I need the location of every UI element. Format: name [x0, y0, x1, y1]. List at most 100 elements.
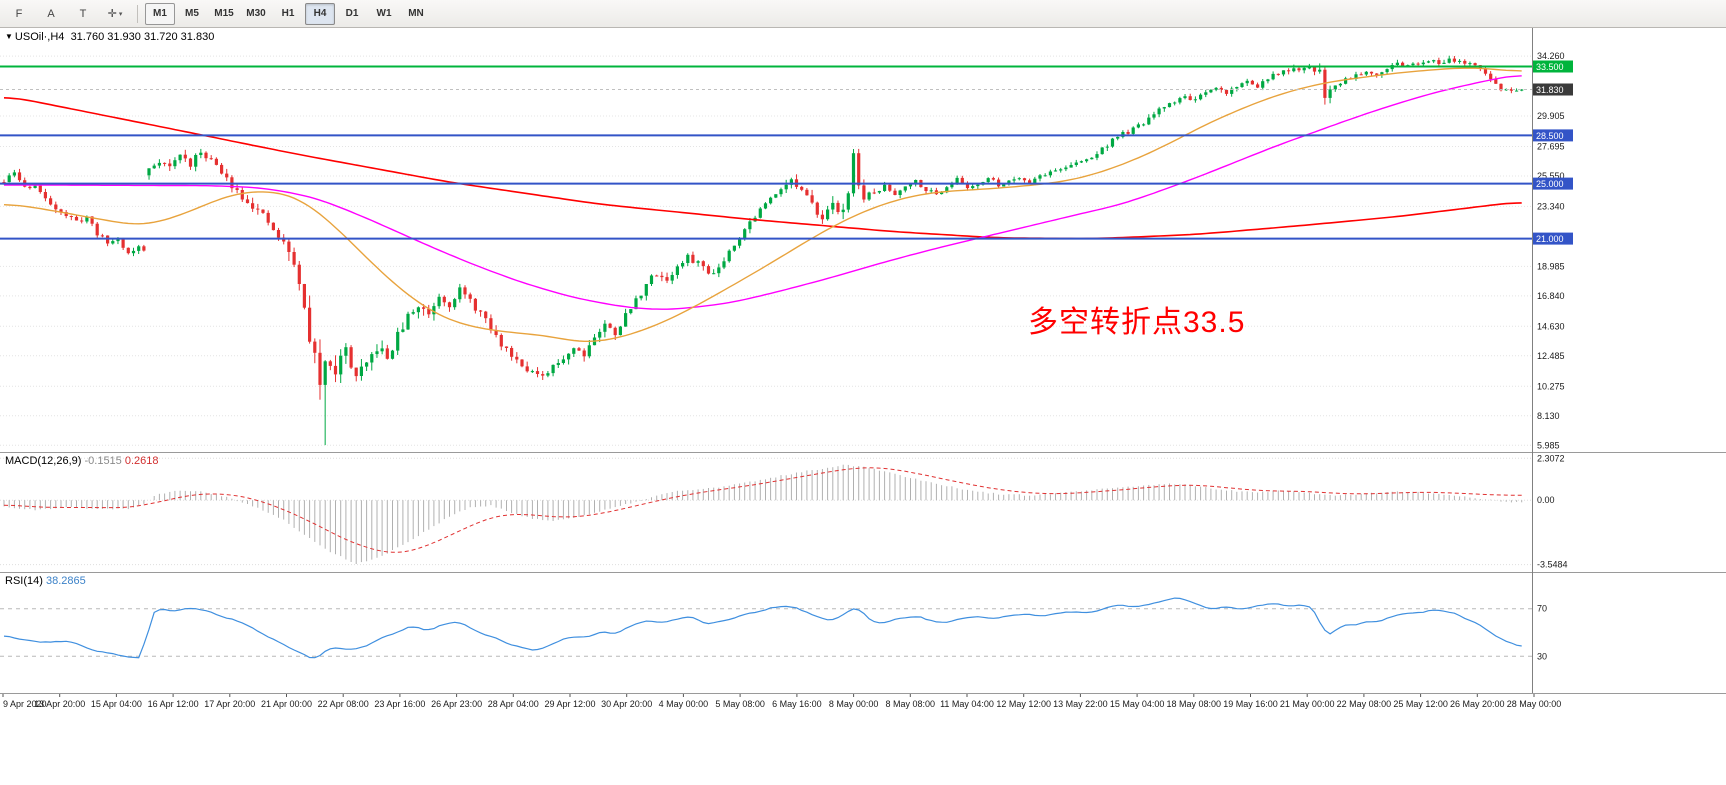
candle-body — [90, 216, 94, 224]
candle-body — [1385, 69, 1389, 73]
candle-body — [349, 347, 353, 368]
time-axis-label: 13 Apr 20:00 — [34, 699, 85, 709]
candle-body — [209, 158, 213, 160]
candle-body — [624, 313, 628, 327]
candle-body — [17, 172, 22, 181]
candle-body — [64, 212, 68, 216]
rsi-indicator-label: RSI(14) 38.2865 — [5, 575, 86, 587]
candle-body — [541, 374, 545, 376]
candle-body — [43, 192, 47, 199]
time-axis[interactable] — [0, 694, 1726, 713]
candle-body — [1411, 63, 1415, 66]
candle-body — [1059, 169, 1063, 171]
candle-body — [810, 195, 814, 203]
candle-body — [473, 298, 477, 311]
rsi-line — [3, 597, 1522, 659]
current-price-text: 31.830 — [1536, 85, 1564, 95]
candle-body — [1494, 79, 1498, 84]
candle-body — [675, 266, 679, 275]
candle-body — [1338, 83, 1342, 86]
timeframe-button-mn[interactable]: MN — [408, 8, 424, 19]
candle-body — [194, 155, 198, 167]
candle-body — [276, 230, 281, 238]
collapse-arrow-icon[interactable]: ▼ — [5, 32, 13, 41]
price-tick-label: 8.130 — [1537, 411, 1560, 421]
candle-body — [836, 202, 840, 212]
candle-body — [1458, 60, 1462, 62]
timeframe-button-m30[interactable]: M30 — [246, 8, 266, 19]
candle-body — [1085, 159, 1089, 162]
timeframe-button-m5[interactable]: M5 — [185, 8, 199, 19]
candle-body — [1142, 124, 1146, 126]
candle-body — [489, 318, 493, 331]
candle-body — [292, 252, 296, 265]
candle-body — [722, 261, 726, 268]
level-price-box — [1533, 60, 1573, 73]
time-axis-label: 9 Apr 2020 — [3, 699, 47, 709]
candle-body — [727, 250, 731, 262]
candle-body — [147, 168, 151, 176]
candle-body — [587, 345, 591, 357]
time-axis-label: 26 Apr 23:00 — [431, 699, 482, 709]
candle-body — [427, 308, 431, 315]
candle-body — [437, 296, 441, 307]
level-price-box — [1533, 129, 1573, 142]
candle-body — [1328, 89, 1332, 98]
tool-button-arrow[interactable]: A — [47, 7, 55, 20]
candle-body — [1240, 83, 1244, 87]
timeframe-button-h4[interactable]: H4 — [305, 2, 335, 25]
timeframe-button-w1[interactable]: W1 — [376, 8, 392, 19]
time-axis-label: 19 May 16:00 — [1223, 699, 1278, 709]
candle-body — [12, 172, 16, 176]
candle-body — [758, 208, 762, 218]
candle-body — [1416, 63, 1420, 65]
candle-body — [1245, 80, 1249, 84]
candle-body — [1017, 178, 1021, 180]
timeframe-button-m1[interactable]: M1 — [145, 2, 175, 25]
candle-body — [1509, 89, 1513, 91]
tool-button-f[interactable]: F — [15, 7, 23, 20]
price-tick-label: 29.905 — [1537, 111, 1565, 121]
toolbar: F A T ✛ ▾ M1 M5 M15 M30 H1 H4 D1 W1 MN — [0, 0, 1726, 28]
timeframe-button-h1[interactable]: H1 — [281, 8, 295, 19]
candle-body — [121, 238, 125, 248]
rsi-value: 38.2865 — [45, 575, 86, 587]
candle-body — [898, 190, 902, 195]
candle-body — [463, 287, 467, 295]
candle-body — [644, 284, 648, 296]
candle-body — [1022, 178, 1027, 181]
candle-body — [1193, 99, 1197, 101]
candle-body — [603, 323, 607, 332]
candle-body — [976, 184, 980, 187]
candle-body — [924, 187, 928, 191]
candle-body — [789, 179, 793, 185]
chart-text-annotation[interactable]: 多空转折点33.5 — [1028, 306, 1246, 339]
tool-button-crosshair[interactable]: ✛ ▾ — [107, 8, 123, 20]
tool-button-text[interactable]: T — [79, 7, 87, 20]
candle-body — [1038, 175, 1042, 179]
candle-body — [137, 246, 141, 251]
candle-body — [1359, 74, 1363, 76]
candle-body — [422, 307, 426, 309]
candle-body — [365, 362, 369, 367]
candle-body — [406, 313, 410, 330]
candle-body — [308, 307, 312, 342]
candle-body — [567, 353, 571, 360]
candle-body — [401, 329, 405, 332]
candle-body — [1287, 70, 1291, 72]
candle-body — [1199, 94, 1203, 100]
symbol-ohlc-line: ▼ USOil·,H4 31.760 31.930 31.720 31.830 — [5, 31, 214, 43]
candle-body — [1043, 175, 1047, 177]
candle-body — [940, 192, 944, 195]
rsi-name: RSI(14) — [5, 575, 43, 587]
candle-body — [1074, 162, 1078, 165]
time-axis-label: 5 May 08:00 — [715, 699, 765, 709]
toolbar-separator — [137, 4, 138, 23]
timeframe-button-m15[interactable]: M15 — [214, 8, 234, 19]
candle-body — [903, 186, 907, 191]
candle-body — [1489, 73, 1493, 80]
timeframe-button-d1[interactable]: D1 — [345, 8, 359, 19]
candle-body — [1369, 71, 1374, 74]
candle-body — [872, 192, 876, 194]
